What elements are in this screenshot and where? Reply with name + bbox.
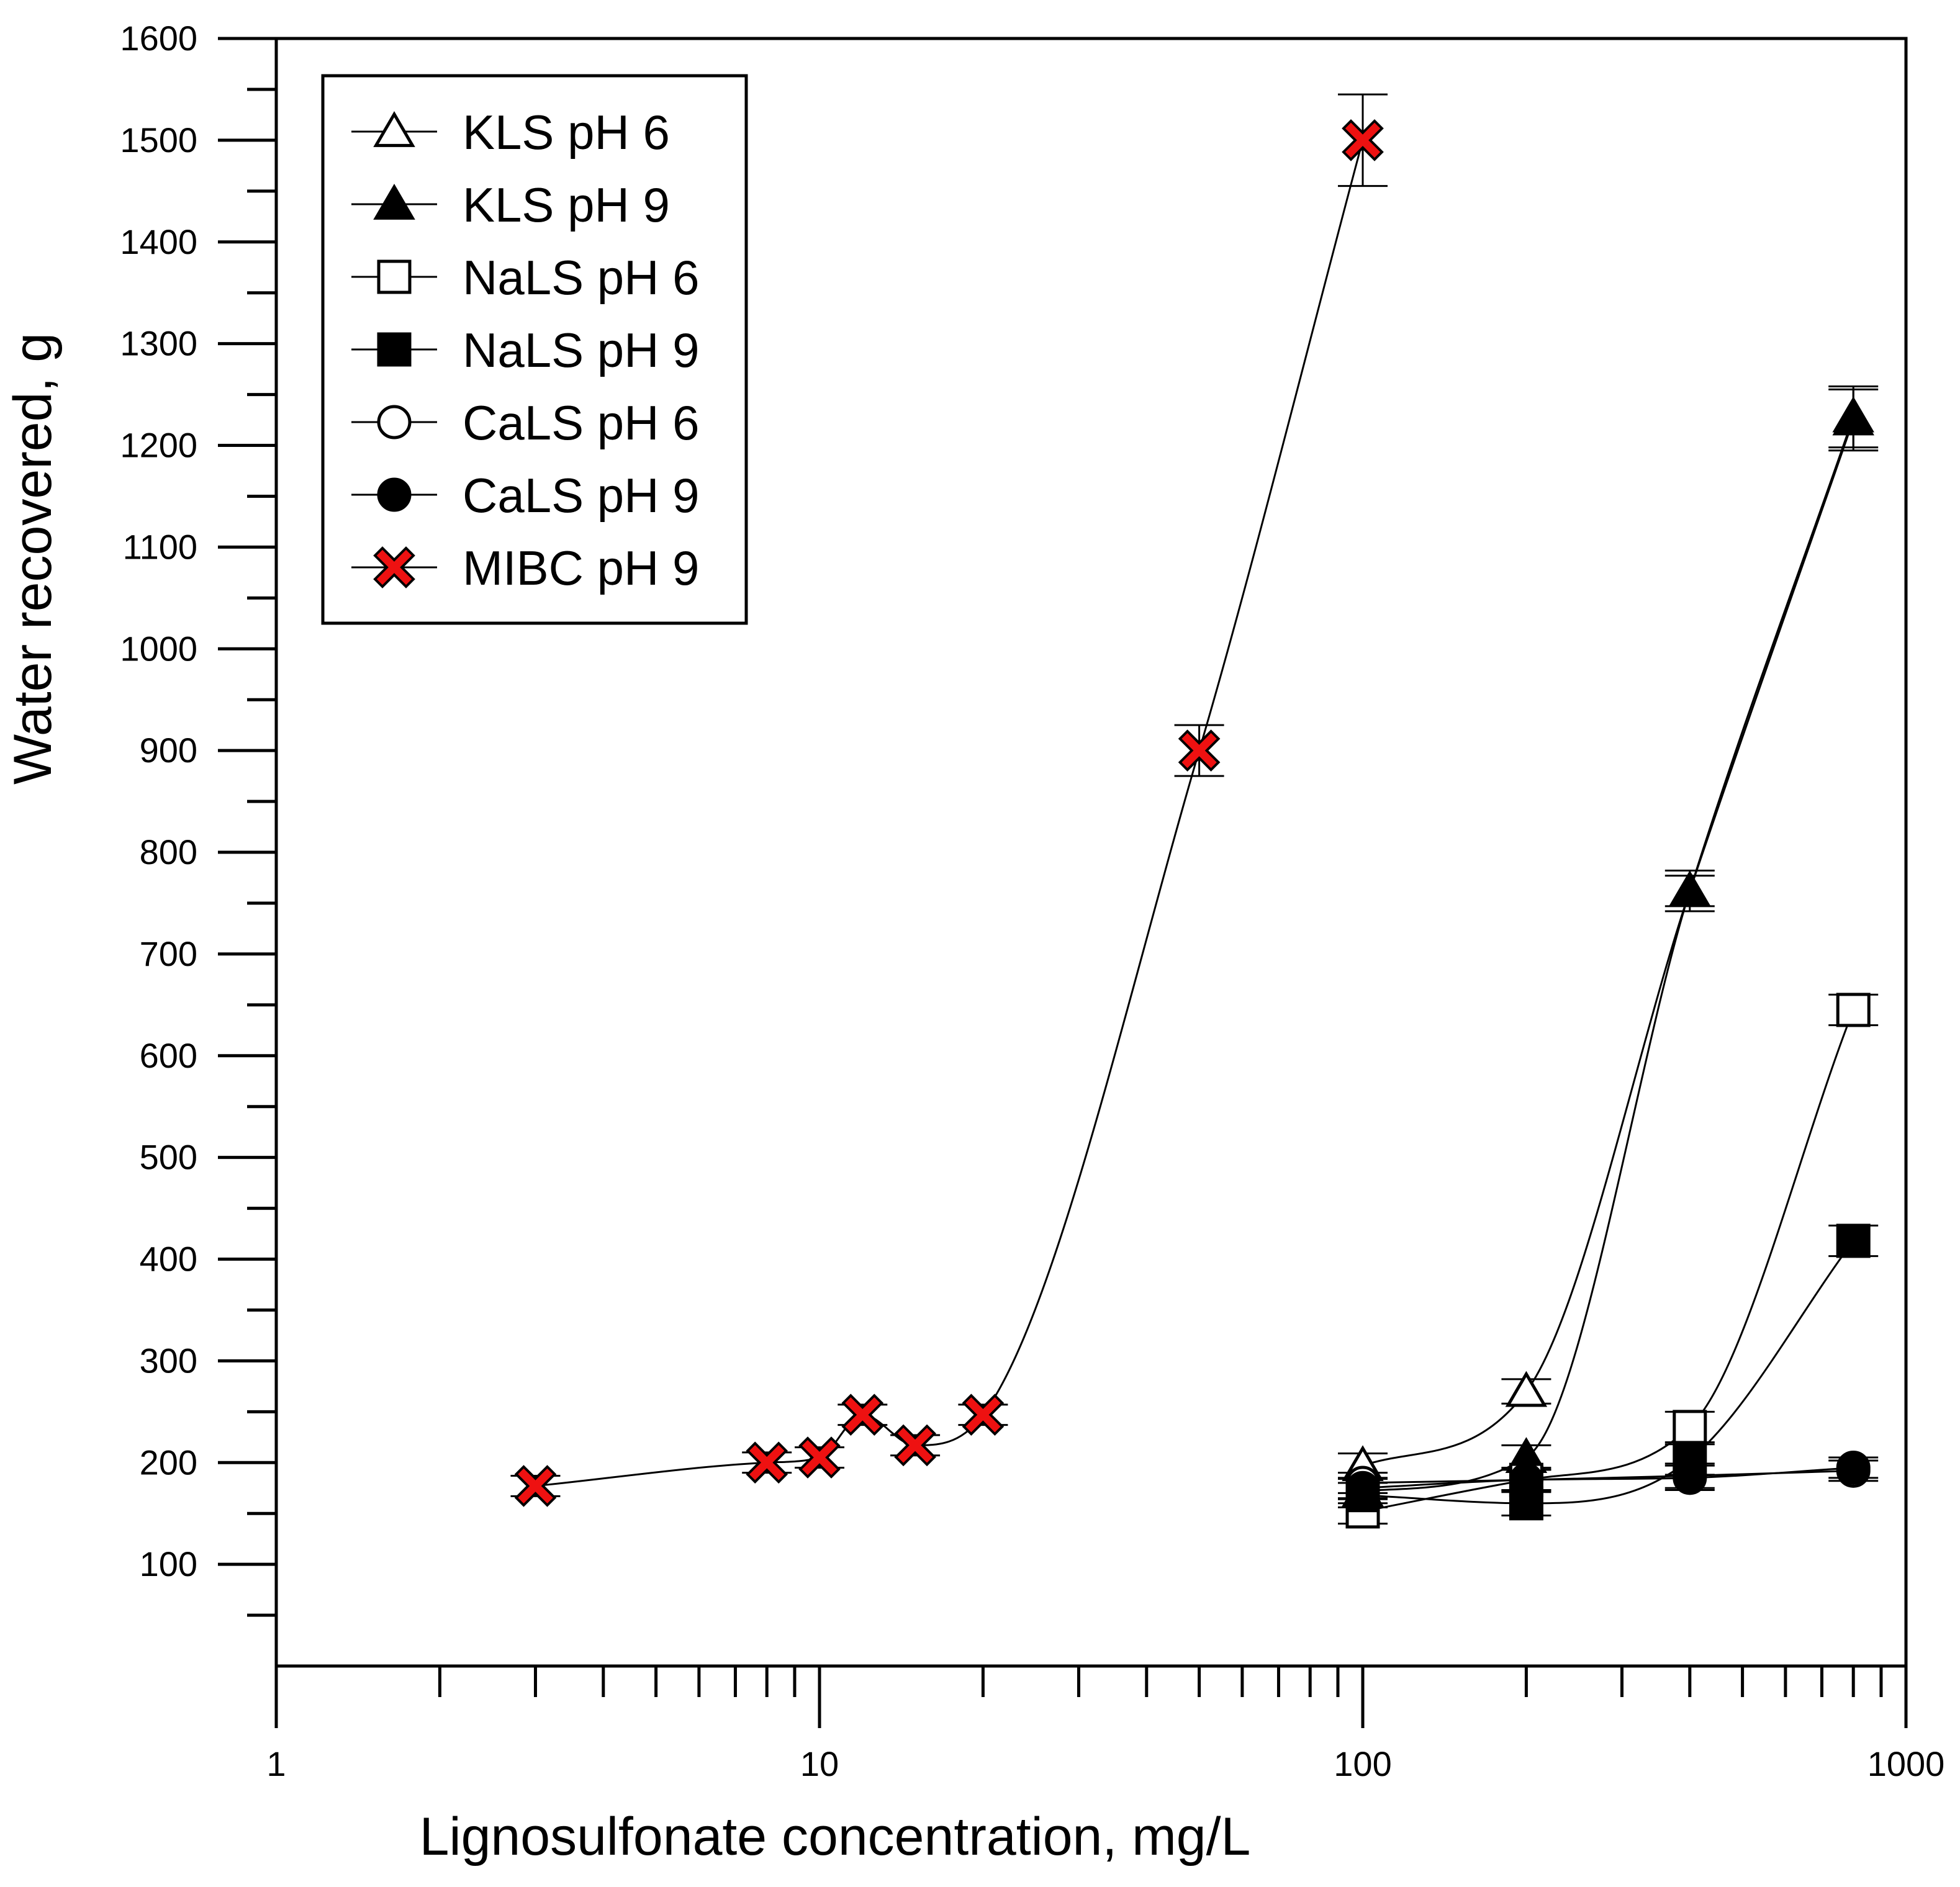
y-tick-label: 1000: [120, 629, 197, 668]
legend-label: NaLS pH 9: [463, 323, 700, 377]
legend-entry-mibc-ph-9: MIBC pH 9: [351, 541, 699, 595]
x-tick-label: 1: [266, 1744, 286, 1783]
legend-label: MIBC pH 9: [463, 541, 699, 595]
y-tick-label: 100: [140, 1544, 197, 1583]
y-tick-label: 1500: [120, 120, 197, 160]
data-point-cals-ph-9: [1509, 1462, 1543, 1497]
legend-entry-cals-ph-9: CaLS pH 9: [351, 468, 700, 523]
data-point-nals-ph-6: [1836, 993, 1871, 1027]
legend-entry-kls-ph-9: KLS pH 9: [351, 178, 670, 232]
legend-label: NaLS pH 6: [463, 250, 700, 305]
y-axis-title: Water recovered, g: [3, 333, 63, 785]
series-line-kls-ph-6: [1362, 420, 1854, 1467]
y-axis: 100 200 300 400 500 600 700 800 900 1000 1100 1200 1…: [120, 19, 276, 1617]
data-point-mibc-ph-9: [514, 1465, 557, 1507]
data-point-kls-ph-9: [1832, 396, 1874, 433]
legend-entry-nals-ph-9: NaLS pH 9: [351, 323, 700, 377]
y-tick-label: 700: [140, 934, 197, 973]
legend-label: KLS pH 9: [463, 178, 670, 232]
legend-label: CaLS pH 9: [463, 468, 700, 523]
x-tick-label: 1000: [1867, 1744, 1945, 1783]
legend-marker: [377, 477, 412, 512]
series-line-nals-ph-6: [1362, 1009, 1854, 1513]
y-tick-label: 1400: [120, 222, 197, 261]
data-point-mibc-ph-9: [962, 1394, 1005, 1436]
data-point-cals-ph-9: [1836, 1450, 1871, 1485]
y-tick-label: 1600: [120, 19, 197, 58]
data-point-kls-ph-6: [1505, 1371, 1548, 1407]
y-tick-label: 1300: [120, 324, 197, 363]
x-axis: 1 10 100 1000: [266, 1666, 1944, 1783]
legend: KLS pH 6 KLS pH 9 NaLS pH 6 NaLS pH 9 CaLS p…: [321, 74, 748, 625]
legend-marker: [373, 546, 415, 588]
data-point-mibc-ph-9: [1342, 119, 1384, 161]
data-point-mibc-ph-9: [798, 1436, 841, 1479]
y-tick-label: 1100: [123, 527, 197, 566]
x-axis-title: Lignosulfonate concentration, mg/L: [420, 1807, 1251, 1867]
data-point-nals-ph-9: [1836, 1223, 1871, 1258]
y-tick-label: 300: [140, 1341, 197, 1380]
legend-entry-kls-ph-6: KLS pH 6: [351, 105, 670, 160]
data-point-mibc-ph-9: [894, 1424, 936, 1467]
legend-marker: [377, 332, 412, 367]
legend-label: CaLS pH 6: [463, 395, 700, 450]
y-tick-label: 400: [140, 1240, 197, 1279]
data-point-mibc-ph-9: [1178, 729, 1221, 772]
y-tick-label: 900: [140, 731, 197, 770]
data-point-kls-ph-9: [1669, 870, 1711, 907]
series-line-cals-ph-9: [1362, 1466, 1854, 1489]
data-point-mibc-ph-9: [746, 1441, 788, 1484]
data-point-nals-ph-6: [1673, 1410, 1707, 1444]
data-point-cals-ph-9: [1673, 1461, 1707, 1495]
data-point-cals-ph-9: [1345, 1470, 1380, 1505]
series-line-kls-ph-9: [1362, 417, 1854, 1492]
y-tick-label: 1200: [120, 426, 197, 465]
x-tick-label: 100: [1334, 1744, 1391, 1783]
legend-label: KLS pH 6: [463, 105, 670, 160]
series-line-nals-ph-9: [1362, 1240, 1854, 1505]
legend-marker: [377, 405, 412, 439]
legend-marker: [377, 259, 412, 294]
y-tick-label: 600: [140, 1036, 197, 1075]
legend-entry-cals-ph-6: CaLS pH 6: [351, 395, 700, 450]
y-tick-label: 200: [140, 1443, 197, 1482]
data-point-mibc-ph-9: [841, 1394, 884, 1436]
legend-marker: [373, 184, 415, 220]
legend-marker: [373, 111, 415, 147]
data-markers: [514, 119, 1874, 1529]
legend-entry-nals-ph-6: NaLS pH 6: [351, 250, 700, 305]
y-tick-label: 800: [140, 832, 197, 871]
y-tick-label: 500: [140, 1138, 197, 1177]
x-tick-label: 10: [800, 1744, 839, 1783]
